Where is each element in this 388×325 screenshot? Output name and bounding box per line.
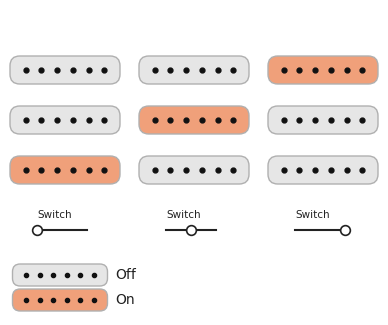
Text: Switch: Switch [37,210,72,220]
Text: On: On [115,293,135,307]
Text: Off: Off [115,268,136,282]
FancyBboxPatch shape [268,156,378,184]
FancyBboxPatch shape [268,56,378,84]
FancyBboxPatch shape [10,56,120,84]
FancyBboxPatch shape [10,106,120,134]
FancyBboxPatch shape [139,56,249,84]
FancyBboxPatch shape [268,106,378,134]
FancyBboxPatch shape [10,156,120,184]
FancyBboxPatch shape [139,106,249,134]
FancyBboxPatch shape [139,156,249,184]
Text: Switch: Switch [295,210,330,220]
FancyBboxPatch shape [12,264,107,286]
Text: Switch: Switch [166,210,201,220]
FancyBboxPatch shape [12,289,107,311]
